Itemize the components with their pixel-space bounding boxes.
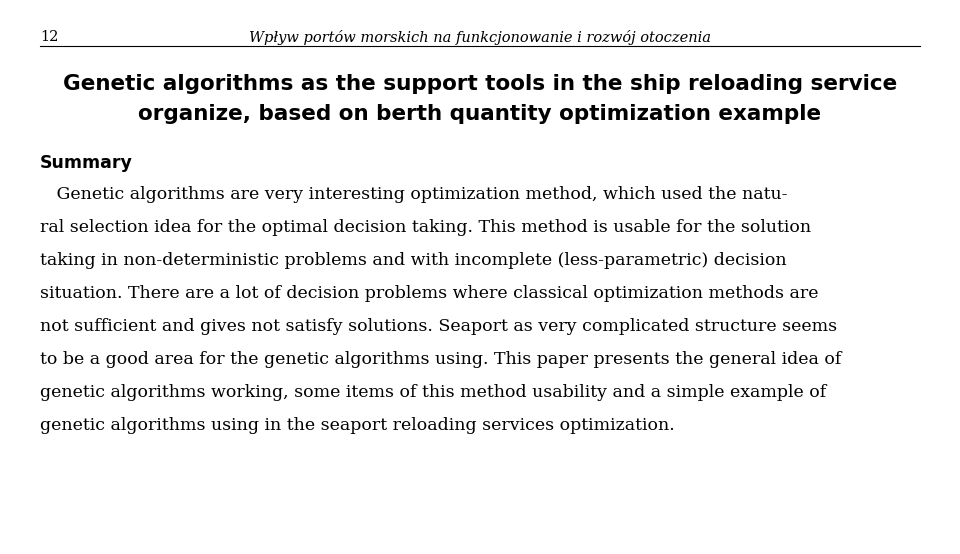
Text: Summary: Summary: [40, 154, 132, 172]
Text: to be a good area for the genetic algorithms using. This paper presents the gene: to be a good area for the genetic algori…: [40, 351, 841, 368]
Text: situation. There are a lot of decision problems where classical optimization met: situation. There are a lot of decision p…: [40, 285, 819, 302]
Text: genetic algorithms working, some items of this method usability and a simple exa: genetic algorithms working, some items o…: [40, 384, 827, 401]
Text: ral selection idea for the optimal decision taking. This method is usable for th: ral selection idea for the optimal decis…: [40, 219, 811, 236]
Text: taking in non-deterministic problems and with incomplete (less-parametric) decis: taking in non-deterministic problems and…: [40, 252, 786, 269]
Text: Genetic algorithms are very interesting optimization method, which used the natu: Genetic algorithms are very interesting …: [40, 186, 787, 203]
Text: genetic algorithms using in the seaport reloading services optimization.: genetic algorithms using in the seaport …: [40, 417, 675, 434]
Text: Genetic algorithms as the support tools in the ship reloading service: Genetic algorithms as the support tools …: [62, 74, 898, 94]
Text: not sufficient and gives not satisfy solutions. Seaport as very complicated stru: not sufficient and gives not satisfy sol…: [40, 318, 837, 335]
Text: Wpływ portów morskich na funkcjonowanie i rozwój otoczenia: Wpływ portów morskich na funkcjonowanie …: [249, 30, 711, 45]
Text: organize, based on berth quantity optimization example: organize, based on berth quantity optimi…: [138, 104, 822, 124]
Text: 12: 12: [40, 30, 59, 44]
